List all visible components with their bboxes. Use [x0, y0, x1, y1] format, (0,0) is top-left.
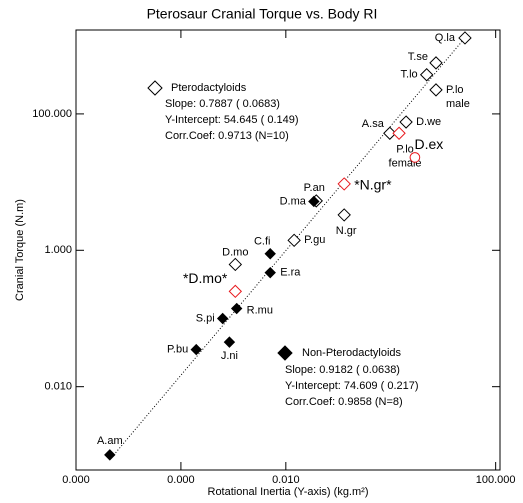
x-tick-label: 0.010 [272, 474, 300, 486]
data-point [287, 233, 301, 248]
data-point [216, 312, 229, 325]
point-label: D.ma [280, 195, 307, 207]
point-label: T.lo [401, 69, 418, 81]
legend-stat: Slope: 0.9182 ( 0.0638) [285, 364, 400, 376]
legend-stat: Corr.Coef: 0.9713 (N=10) [165, 130, 289, 142]
legend-stat: Y-Intercept: 54.645 ( 0.149) [165, 114, 299, 126]
point-label: P.lo male [446, 84, 470, 110]
data-point [429, 56, 443, 70]
data-point [230, 302, 243, 315]
legend-stat: Y-Intercept: 74.609 ( 0.217) [285, 380, 419, 392]
point-label: *N.gr* [354, 177, 392, 193]
data-point [458, 31, 472, 45]
point-label: T.se [408, 51, 428, 63]
legend-label: Pterodactyloids [171, 82, 247, 94]
data-point [399, 115, 413, 129]
point-label: N.gr [336, 225, 357, 237]
data-point [409, 152, 421, 163]
data-point [228, 257, 243, 272]
point-label: P.gu [304, 234, 325, 246]
legend-stat: Corr.Coef: 0.9858 (N=8) [285, 396, 403, 408]
point-label: D.mo [222, 246, 248, 258]
legend-label: Non-Pterodactyloids [302, 347, 402, 359]
point-label: D.ex [415, 136, 444, 152]
point-label: C.fi [254, 236, 271, 248]
point-label: A.am [97, 435, 123, 447]
chart-title: Pterosaur Cranial Torque vs. Body RI [147, 6, 378, 22]
data-point [308, 195, 320, 208]
point-label: S.pi [196, 312, 215, 324]
label-line: P.lo [446, 84, 464, 96]
point-label: D.we [416, 116, 441, 128]
data-point [383, 126, 397, 140]
data-point [228, 284, 243, 299]
data-point [223, 336, 236, 348]
data-point [419, 68, 434, 82]
data-point [264, 248, 276, 260]
point-label: P.bu [167, 343, 188, 355]
legend-stat: Slope: 0.7887 ( 0.0683) [165, 98, 280, 110]
data-point [104, 449, 116, 461]
point-label: P.an [304, 182, 325, 194]
point-label: J.ni [221, 350, 238, 362]
data-point [190, 343, 202, 356]
point-label: E.ra [280, 267, 301, 279]
legend-marker [277, 345, 293, 361]
point-label: *D.mo* [183, 270, 228, 286]
data-point [337, 208, 351, 222]
point-label: A.sa [362, 118, 385, 130]
y-tick-label: 1.000 [44, 244, 72, 256]
y-tick-label: 100.000 [32, 108, 72, 120]
x-axis-label: Rotational Inertia (Y-axis) (kg.m²) [208, 486, 369, 498]
x-tick-label: 0.000 [62, 474, 90, 486]
label-line: male [446, 98, 470, 110]
data-point [337, 177, 351, 191]
data-point [429, 83, 443, 97]
trend-line [109, 32, 470, 461]
data-point [392, 126, 406, 140]
y-axis-label: Cranial Torque (N.m) [14, 199, 26, 301]
x-tick-label: 0.000 [167, 474, 195, 486]
x-tick-label: 100.000 [476, 474, 516, 486]
label-line: P.lo [396, 143, 414, 155]
point-label: R.mu [247, 304, 273, 316]
data-point [264, 266, 276, 279]
legend-marker [147, 80, 163, 96]
y-tick-label: 0.010 [44, 381, 72, 393]
point-label: Q.la [435, 32, 456, 44]
